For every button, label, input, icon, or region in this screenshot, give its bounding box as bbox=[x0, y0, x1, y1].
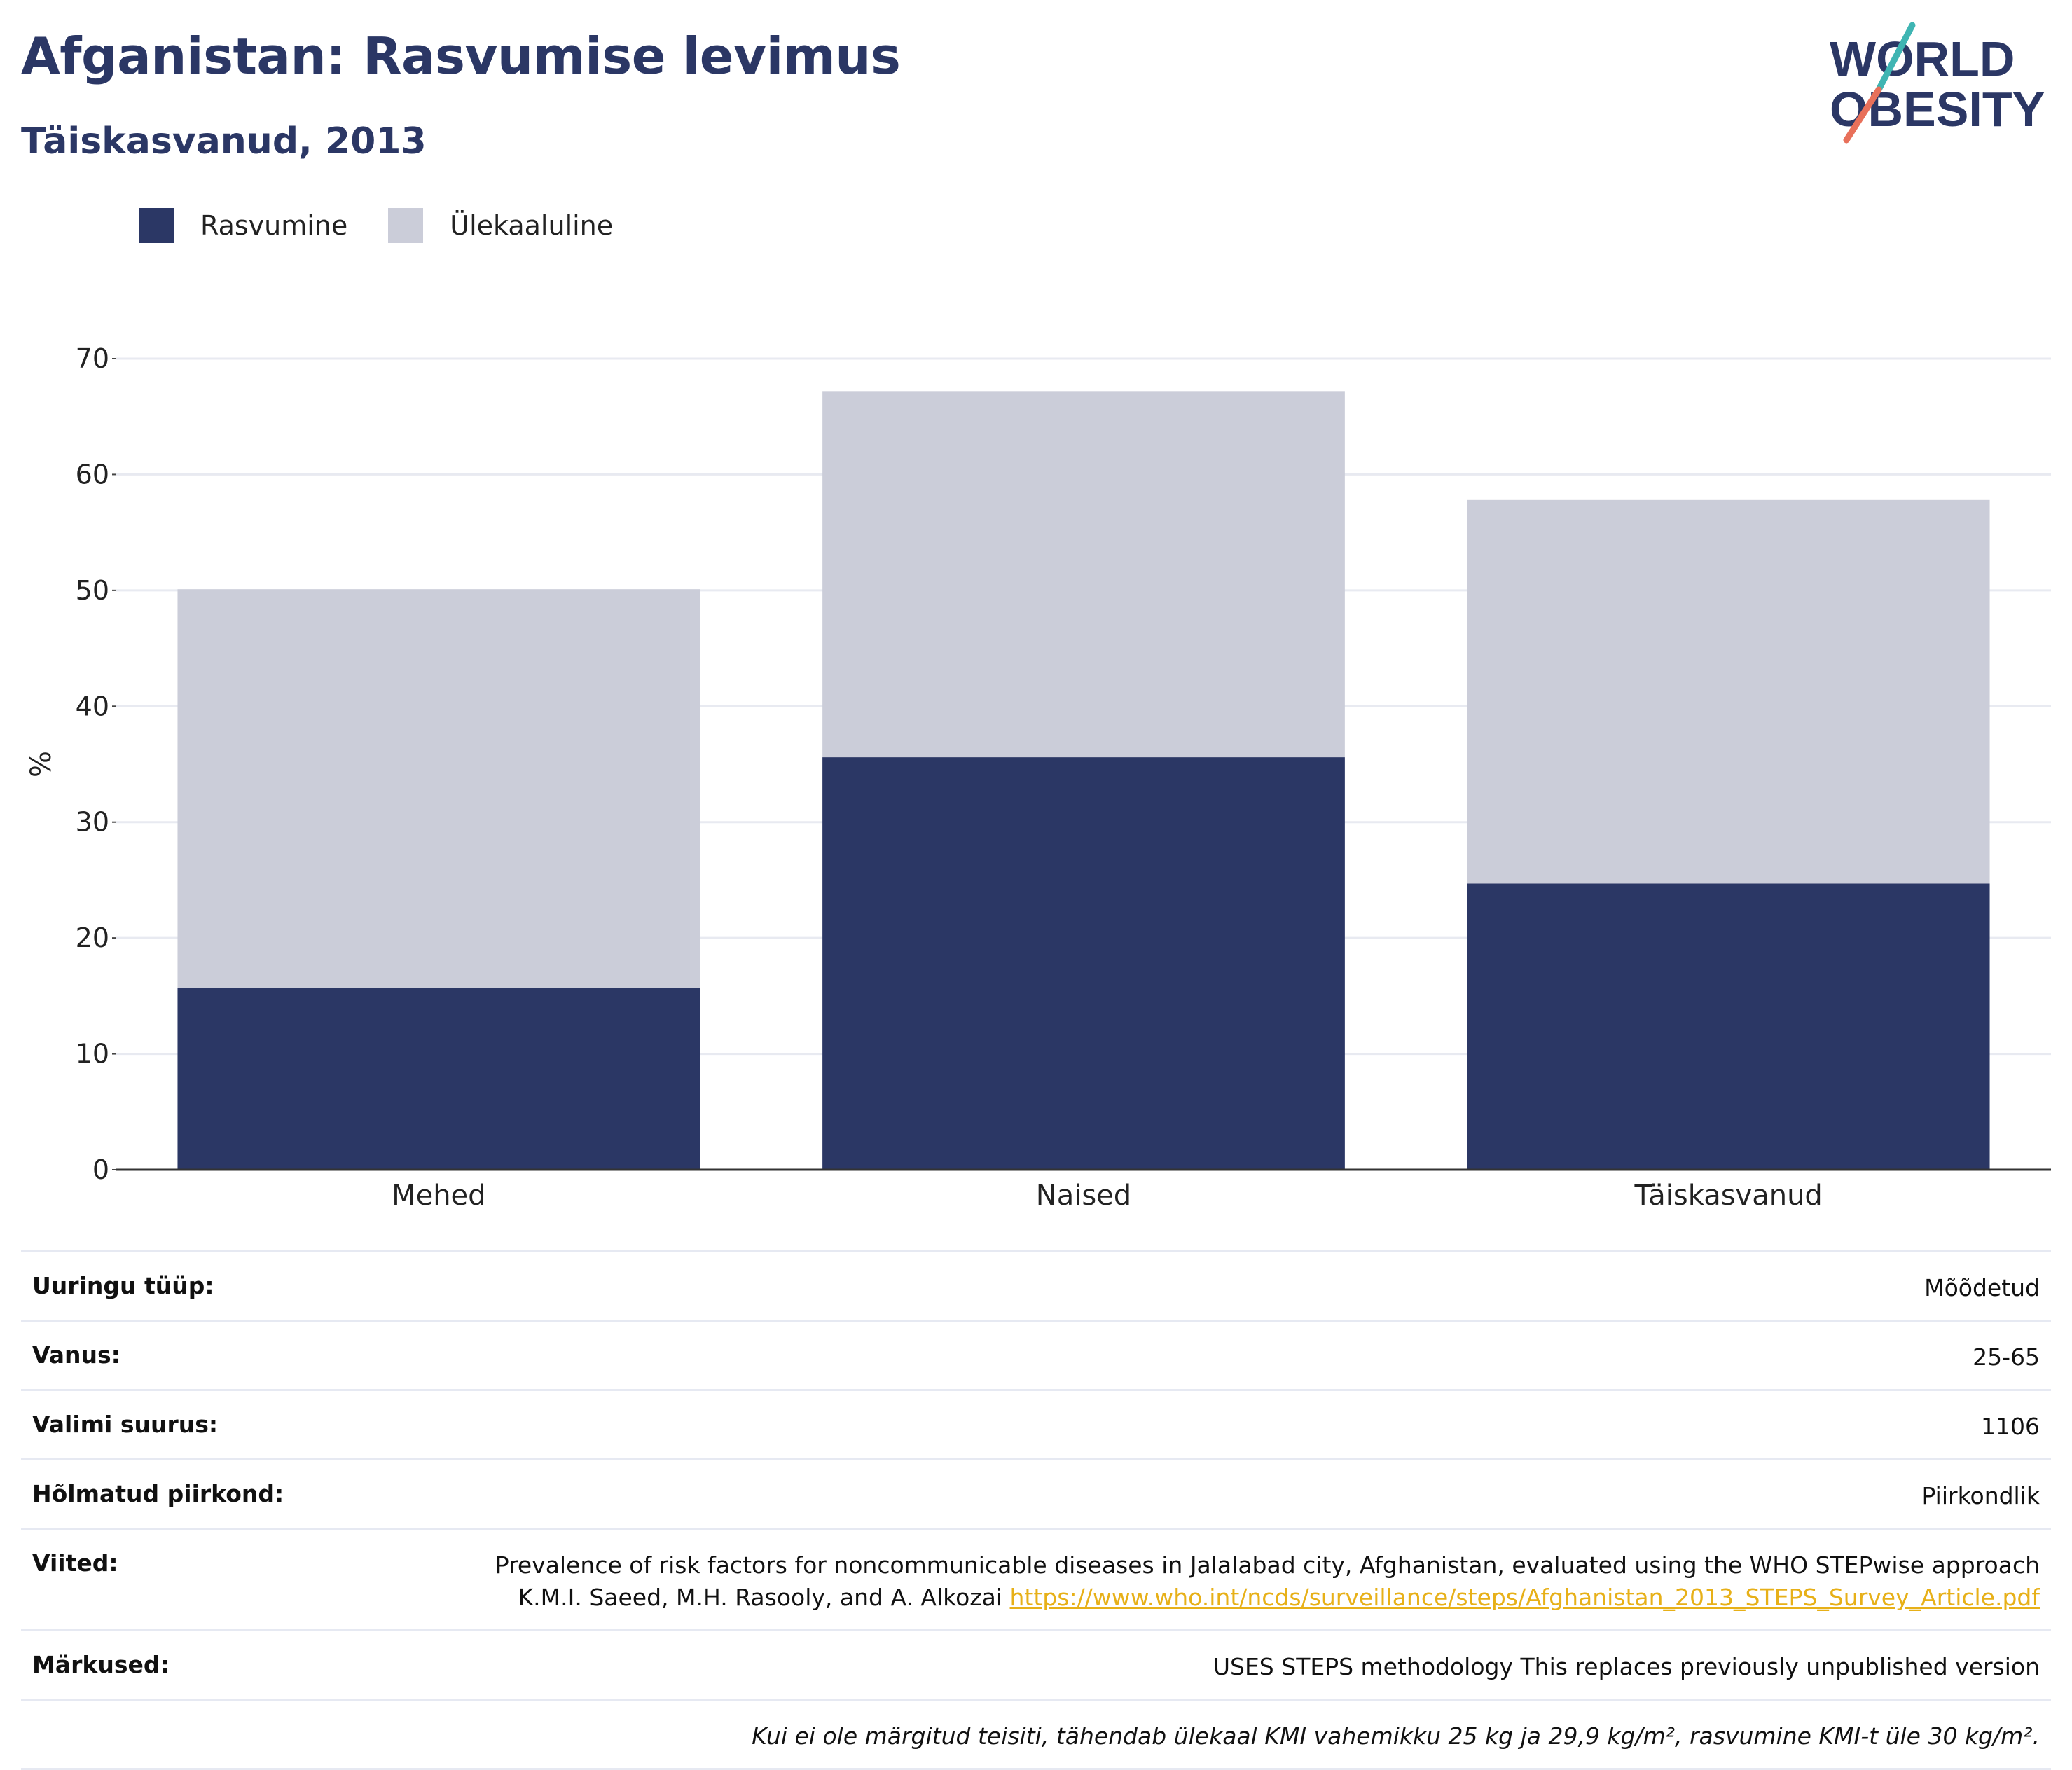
world-obesity-logo: WORLD OBESITY bbox=[1830, 22, 2045, 144]
meta-key: Märkused: bbox=[32, 1651, 170, 1678]
meta-key: Vanus: bbox=[32, 1341, 120, 1369]
y-tick-label: 40 bbox=[76, 691, 109, 721]
chart-subtitle: Täiskasvanud, 2013 bbox=[21, 120, 427, 163]
bar-rasvumine-2 bbox=[1467, 883, 1990, 1170]
x-tick-label: Täiskasvanud bbox=[1634, 1180, 1823, 1212]
meta-key: Hõlmatud piirkond: bbox=[32, 1480, 284, 1507]
legend-item-ulekaaluline[interactable]: Ülekaaluline bbox=[388, 208, 613, 243]
reference-title: Prevalence of risk factors for noncommun… bbox=[495, 1551, 2040, 1579]
bar-ulekaaluline-2 bbox=[1467, 499, 1990, 884]
meta-row-footnote: Kui ei ole märgitud teisiti, tähendab ül… bbox=[21, 1699, 2051, 1770]
y-tick-label: 50 bbox=[76, 575, 109, 606]
meta-value: Piirkondlik bbox=[1921, 1482, 2040, 1509]
logo-line1: WORLD bbox=[1830, 32, 2015, 86]
y-tick-label: 20 bbox=[76, 922, 109, 953]
legend-swatch-ulekaaluline bbox=[388, 208, 424, 243]
legend-item-rasvumine[interactable]: Rasvumine bbox=[139, 208, 347, 243]
y-axis-label: % bbox=[25, 751, 57, 777]
chart-legend: Rasvumine Ülekaaluline bbox=[139, 205, 654, 247]
legend-swatch-rasvumine bbox=[139, 208, 174, 243]
meta-value: Mõõdetud bbox=[1924, 1274, 2040, 1301]
x-tick-label: Mehed bbox=[392, 1180, 485, 1212]
y-tick-label: 70 bbox=[76, 343, 109, 374]
y-tick-label: 30 bbox=[76, 807, 109, 838]
meta-key: Uuringu tüüp: bbox=[32, 1272, 214, 1299]
legend-label-rasvumine: Rasvumine bbox=[200, 210, 348, 241]
y-tick-label: 10 bbox=[76, 1039, 109, 1070]
meta-row-region: Hõlmatud piirkond: Piirkondlik bbox=[21, 1458, 2051, 1528]
meta-row-notes: Märkused: USES STEPS methodology This re… bbox=[21, 1629, 2051, 1699]
meta-row-sample-size: Valimi suurus: 1106 bbox=[21, 1389, 2051, 1458]
footnote: Kui ei ole märgitud teisiti, tähendab ül… bbox=[752, 1722, 2040, 1750]
meta-row-age: Vanus: 25-65 bbox=[21, 1320, 2051, 1389]
y-tick-label: 60 bbox=[76, 459, 109, 490]
meta-value: USES STEPS methodology This replaces pre… bbox=[1213, 1653, 2040, 1680]
x-tick-label: Naised bbox=[1036, 1180, 1131, 1212]
legend-label-ulekaaluline: Ülekaaluline bbox=[450, 210, 614, 241]
bar-chart: 0 10 20 30 40 50 60 70% Mehed Naised Täiskasvanud bbox=[25, 343, 2051, 1212]
logo-line2: OBESITY bbox=[1830, 82, 2045, 137]
bar-rasvumine-1 bbox=[822, 757, 1345, 1170]
chart-title: Afganistan: Rasvumise levimus bbox=[21, 27, 901, 85]
survey-details-table: Uuringu tüüp: Mõõdetud Vanus: 25-65 Vali… bbox=[21, 1250, 2051, 1770]
meta-value: 1106 bbox=[1981, 1413, 2040, 1440]
meta-key: Valimi suurus: bbox=[32, 1411, 219, 1438]
reference-link[interactable]: https://www.who.int/ncds/surveillance/st… bbox=[1009, 1584, 2040, 1611]
meta-key: Viited: bbox=[32, 1549, 118, 1577]
bar-ulekaaluline-1 bbox=[822, 391, 1345, 758]
meta-value: Prevalence of risk factors for noncommun… bbox=[495, 1549, 2040, 1614]
bar-ulekaaluline-0 bbox=[177, 589, 700, 988]
meta-row-references: Viited: Prevalence of risk factors for n… bbox=[21, 1528, 2051, 1629]
y-tick-label: 0 bbox=[92, 1154, 109, 1185]
bar-rasvumine-0 bbox=[177, 988, 700, 1170]
meta-value: 25-65 bbox=[1973, 1343, 2040, 1371]
reference-authors: K.M.I. Saeed, M.H. Rasooly, and A. Alkoz… bbox=[518, 1584, 1003, 1611]
meta-row-survey-type: Uuringu tüüp: Mõõdetud bbox=[21, 1250, 2051, 1320]
